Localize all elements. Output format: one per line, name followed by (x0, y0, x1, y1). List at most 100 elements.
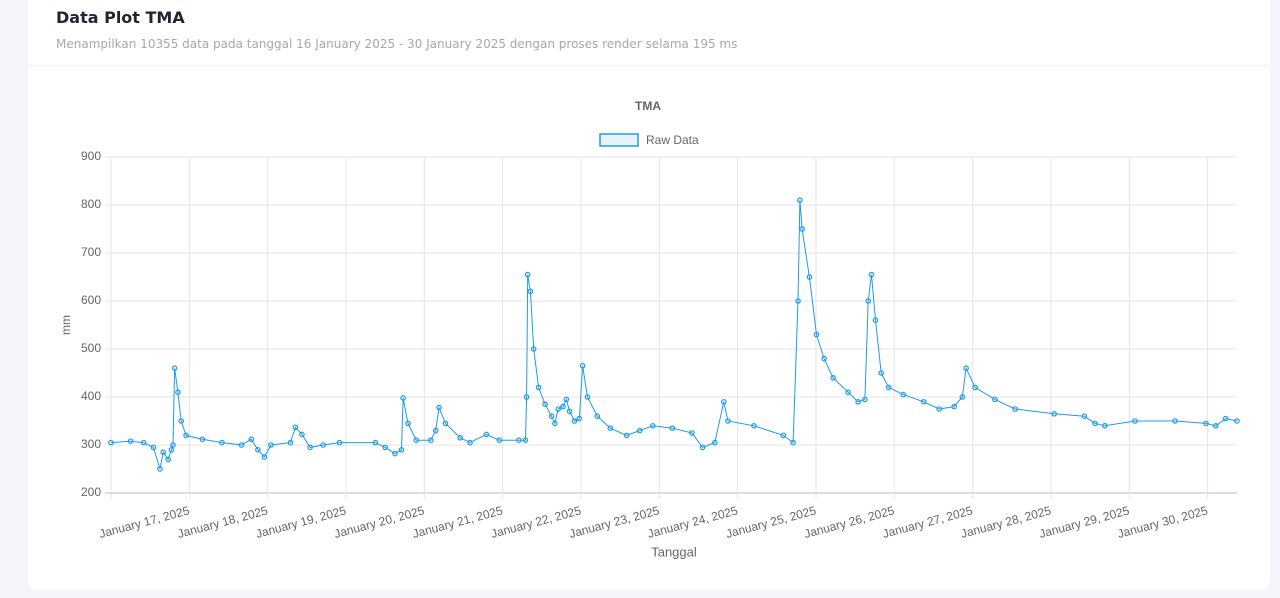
data-point (442, 420, 449, 427)
data-point (160, 449, 167, 456)
data-point (607, 425, 614, 432)
data-point (183, 432, 189, 439)
y-tick-label: 500 (81, 341, 101, 355)
data-point (868, 271, 875, 278)
y-tick-label: 700 (81, 245, 101, 259)
data-point (516, 437, 522, 444)
data-point (963, 365, 969, 372)
data-point (199, 436, 206, 443)
data-point (920, 398, 927, 405)
data-point (972, 384, 978, 391)
data-point (175, 389, 181, 396)
data-point (951, 403, 957, 410)
data-point (436, 404, 442, 411)
data-point (813, 331, 820, 338)
data-point (699, 444, 706, 451)
data-point (320, 442, 326, 448)
data-point (552, 420, 558, 427)
data-point (1203, 420, 1209, 427)
data-point (405, 420, 411, 427)
data-point (1102, 422, 1108, 429)
data-point (535, 384, 542, 391)
data-point (584, 394, 591, 400)
data-point (171, 365, 178, 372)
data-point (400, 395, 406, 401)
data-point (669, 425, 676, 432)
data-point (992, 396, 998, 403)
data-point (566, 408, 573, 415)
data-point (1212, 422, 1219, 429)
y-tick-label: 200 (81, 485, 101, 499)
data-point (579, 362, 586, 369)
data-point (127, 438, 134, 444)
data-point (219, 439, 225, 446)
data-point (845, 389, 851, 396)
data-point (336, 439, 343, 446)
data-point (1222, 415, 1229, 422)
data-point (1051, 410, 1058, 417)
data-point (168, 446, 175, 453)
data-point (1092, 420, 1098, 427)
data-point (170, 442, 176, 448)
data-point (307, 444, 313, 451)
data-point (261, 454, 268, 460)
data-point (720, 398, 727, 405)
data-point (530, 346, 537, 352)
card (28, 0, 1270, 590)
chart-title: TMA (635, 99, 661, 113)
data-point (711, 439, 718, 446)
data-point (372, 439, 379, 446)
legend-swatch (599, 133, 639, 147)
data-point (542, 401, 548, 408)
data-point (806, 274, 813, 280)
data-point (527, 288, 534, 295)
data-point (467, 439, 473, 446)
data-point (483, 431, 490, 438)
data-point (496, 437, 503, 444)
page-subtitle: Menampilkan 10355 data pada tanggal 16 J… (56, 37, 738, 51)
data-point (1172, 418, 1178, 424)
data-point (936, 406, 942, 412)
data-point (1132, 418, 1138, 424)
x-axis-label: Tanggal (651, 544, 697, 559)
data-point (900, 391, 907, 398)
data-point (959, 394, 966, 400)
data-point (428, 437, 434, 444)
data-point (795, 298, 801, 304)
y-tick-label: 300 (81, 437, 101, 451)
data-point (413, 437, 419, 444)
data-point (523, 394, 530, 400)
data-point (165, 456, 171, 463)
data-point (636, 427, 643, 434)
y-axis-label: mm (59, 315, 73, 335)
data-point (108, 439, 114, 446)
data-point (555, 406, 561, 412)
data-point (287, 439, 294, 446)
data-point (799, 226, 805, 232)
data-point (821, 355, 827, 362)
x-tick-label: January 30, 2025 (1116, 503, 1210, 541)
data-point (524, 271, 531, 278)
y-tick-label: 800 (81, 197, 101, 211)
data-point (862, 396, 868, 403)
data-point (238, 442, 245, 448)
data-point (382, 444, 388, 451)
data-point (649, 422, 656, 429)
data-point (576, 415, 583, 422)
data-point (1234, 418, 1240, 424)
y-tick-label: 900 (81, 149, 101, 163)
data-point (780, 432, 787, 439)
data-point (248, 436, 255, 443)
data-point (872, 317, 879, 324)
data-point (255, 446, 261, 453)
data-point (432, 427, 439, 434)
data-point (865, 298, 871, 304)
data-point (150, 444, 157, 451)
data-point (885, 384, 892, 391)
card-header: Data Plot TMA Menampilkan 10355 data pad… (28, 0, 1270, 66)
data-point (157, 466, 163, 472)
data-point (725, 418, 731, 424)
data-point (398, 446, 405, 453)
